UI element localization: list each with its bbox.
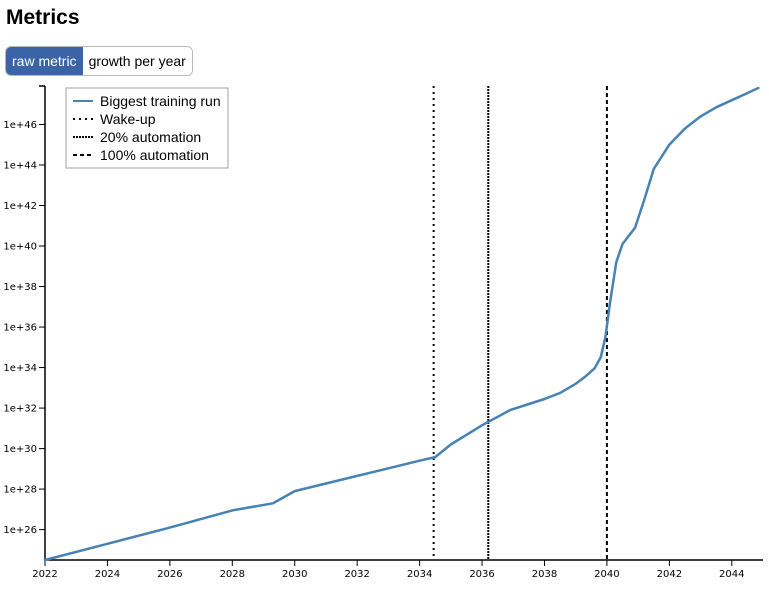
y-tick-label: 1e+30 [3, 444, 37, 455]
x-tick-label: 2026 [157, 569, 182, 580]
x-tick-label: 2044 [719, 569, 744, 580]
y-tick-label: 1e+34 [3, 363, 37, 374]
y-tick-label: 1e+42 [3, 201, 37, 212]
raw-metric-button[interactable]: raw metric [6, 47, 83, 75]
automation-lines [432, 86, 608, 560]
legend-label-training-run: Biggest training run [100, 93, 221, 109]
y-tick-label: 1e+26 [3, 525, 37, 536]
x-tick-label: 2032 [344, 569, 369, 580]
x-tick-label: 2030 [282, 569, 307, 580]
y-tick-label: 1e+28 [3, 485, 37, 496]
x-tick-label: 2040 [594, 569, 619, 580]
metric-mode-toggle: raw metric growth per year [5, 46, 193, 76]
legend: Biggest training run Wake-up 20% automat… [65, 87, 229, 169]
legend-label-20-automation: 20% automation [100, 129, 201, 145]
y-tick-label: 1e+46 [3, 120, 37, 131]
x-tick-label: 2042 [657, 569, 682, 580]
x-tick-label: 2038 [532, 569, 557, 580]
y-tick-label: 1e+40 [3, 242, 37, 253]
y-tick-label: 1e+32 [3, 404, 37, 415]
x-tick-label: 2024 [95, 569, 120, 580]
x-ticks: 2022 2024 2026 2028 2030 2032 2034 2036 2038 2040… [32, 560, 745, 580]
series-line-biggest-training-run [43, 86, 760, 562]
growth-per-year-button[interactable]: growth per year [82, 47, 192, 75]
axes: 2022 2024 2026 2028 2030 2032 2034 2036 2038 2040… [3, 85, 763, 580]
x-tick-label: 2028 [220, 569, 245, 580]
y-tick-label: 1e+44 [3, 161, 37, 172]
x-tick-label: 2034 [407, 569, 432, 580]
x-tick-label: 2022 [32, 569, 57, 580]
y-tick-label: 1e+36 [3, 323, 37, 334]
legend-label-100-automation: 100% automation [100, 147, 209, 163]
legend-label-wake-up: Wake-up [100, 111, 156, 127]
x-tick-label: 2036 [469, 569, 494, 580]
y-tick-label: 1e+38 [3, 282, 37, 293]
y-ticks: 1e+26 1e+28 1e+30 1e+32 1e+34 1e+36 1e+38 1e+40… [3, 120, 45, 536]
series-lines [43, 86, 760, 562]
page-title: Metrics [6, 6, 80, 29]
